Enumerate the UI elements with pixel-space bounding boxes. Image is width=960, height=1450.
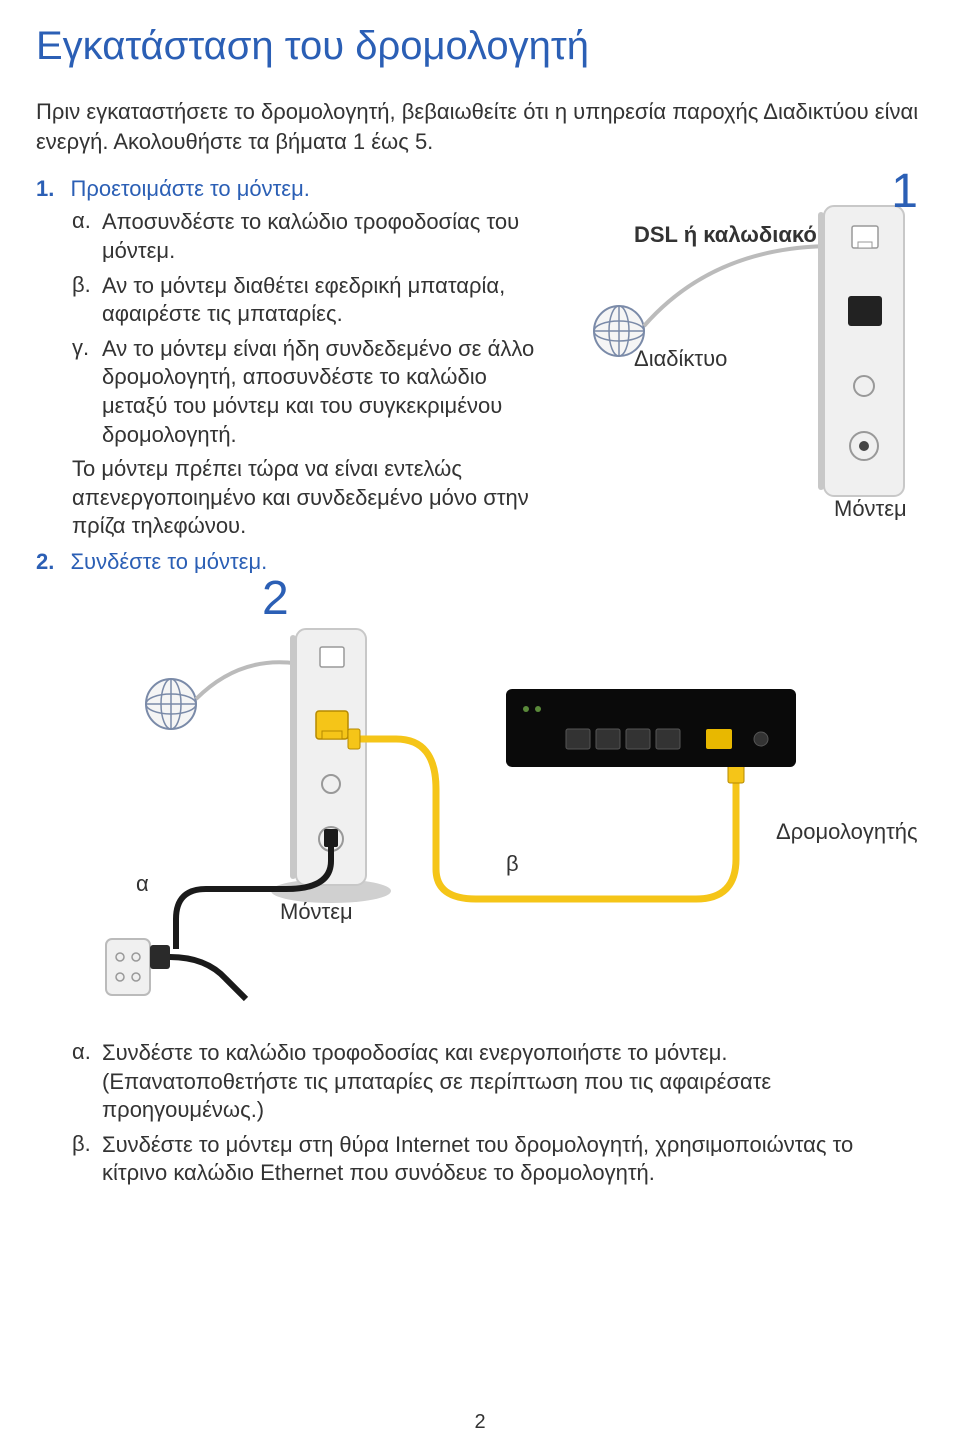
- diagram-step2: 2 α β Μόντεμ Δρομολογητής: [36, 589, 924, 1019]
- step1c-text: Αν το μόντεμ είναι ήδη συνδεδεμένο σε άλ…: [102, 335, 544, 449]
- step1-number: 1.: [36, 176, 66, 202]
- step2-title: Συνδέστε το μόντεμ.: [70, 549, 267, 574]
- label-modem-2: Μόντεμ: [280, 899, 353, 925]
- diagram2-svg: [36, 589, 924, 1009]
- step1a-text: Αποσυνδέστε το καλώδιο τροφοδοσίας του μ…: [102, 208, 544, 265]
- label-b: β: [506, 851, 519, 877]
- step2a-text: Συνδέστε το καλώδιο τροφοδοσίας και ενερ…: [102, 1039, 924, 1125]
- diagram-step1: 1 DSL ή καλωδιακό Διαδίκτυο Μόντεμ: [564, 176, 924, 541]
- label-router: Δρομολογητής: [776, 819, 918, 845]
- label-a: α: [136, 871, 149, 897]
- step2-number: 2.: [36, 549, 66, 575]
- intro-text: Πριν εγκαταστήσετε το δρομολογητή, βεβαι…: [36, 97, 924, 156]
- step1-note: Το μόντεμ πρέπει τώρα να είναι εντελώς α…: [72, 455, 544, 541]
- step2b-text: Συνδέστε το μόντεμ στη θύρα Internet του…: [102, 1131, 924, 1188]
- page-title: Εγκατάσταση του δρομολογητή: [36, 24, 924, 69]
- big-number-2: 2: [262, 571, 289, 626]
- step1b-text: Αν το μόντεμ διαθέτει εφεδρική μπαταρία,…: [102, 272, 544, 329]
- label-internet: Διαδίκτυο: [634, 346, 727, 372]
- label-dsl: DSL ή καλωδιακό: [634, 222, 817, 248]
- big-number-1: 1: [891, 164, 918, 219]
- step2a-letter: α.: [72, 1039, 102, 1065]
- step1c-letter: γ.: [72, 335, 102, 361]
- step2b-letter: β.: [72, 1131, 102, 1157]
- step1-title: Προετοιμάστε το μόντεμ.: [70, 176, 309, 201]
- label-modem-1: Μόντεμ: [834, 496, 907, 522]
- step1a-letter: α.: [72, 208, 102, 234]
- step1b-letter: β.: [72, 272, 102, 298]
- page-number: 2: [474, 1411, 485, 1434]
